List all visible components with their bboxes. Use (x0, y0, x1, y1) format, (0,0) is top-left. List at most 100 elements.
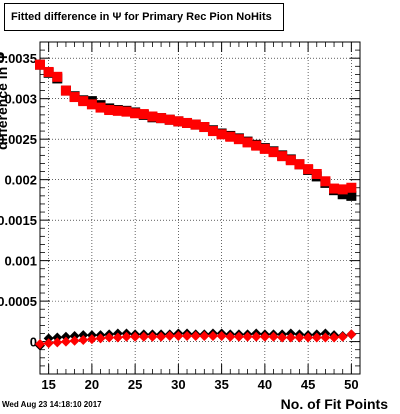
data-point (294, 159, 305, 170)
data-point (156, 331, 167, 342)
y-tick-label: 0.0005 (0, 294, 37, 309)
data-point (86, 99, 97, 110)
x-tick-label: 45 (301, 377, 315, 392)
data-point (242, 137, 253, 148)
x-tick-label: 35 (214, 377, 228, 392)
data-point (329, 332, 340, 343)
plot-frame (39, 41, 361, 375)
data-point (251, 331, 262, 342)
x-tick-label: 25 (128, 377, 142, 392)
data-point (95, 333, 106, 344)
data-point (346, 329, 357, 340)
data-point (182, 330, 193, 341)
data-point (173, 116, 184, 127)
y-tick-label: 0.001 (4, 254, 37, 269)
data-point (104, 105, 115, 116)
data-point (43, 338, 54, 349)
data-point (112, 332, 123, 343)
data-point (60, 336, 71, 347)
data-point (121, 106, 132, 117)
y-tick-label: 0.0025 (0, 132, 37, 147)
data-point (156, 113, 167, 124)
data-point (285, 155, 296, 166)
data-point (138, 109, 149, 120)
data-point (69, 92, 80, 103)
data-point (346, 190, 357, 201)
data-point (277, 332, 288, 343)
data-point (303, 332, 314, 343)
data-point (43, 66, 54, 77)
data-point (277, 151, 288, 162)
data-point (268, 147, 279, 158)
data-point (285, 332, 296, 343)
data-point (182, 117, 193, 128)
data-point (147, 111, 158, 122)
data-point (346, 182, 357, 193)
data-point (259, 143, 270, 154)
data-point (52, 71, 63, 82)
data-point (78, 96, 89, 107)
data-point (130, 108, 141, 119)
data-point (216, 129, 227, 140)
data-point (199, 330, 210, 341)
y-axis-label: difference in Ψ (0, 52, 10, 150)
data-point (147, 331, 158, 342)
data-point (78, 334, 89, 345)
x-tick-label: 50 (344, 377, 358, 392)
data-point (173, 330, 184, 341)
data-point (294, 332, 305, 343)
data-point (121, 331, 132, 342)
data-point (320, 176, 331, 187)
data-point (207, 330, 218, 341)
data-point (320, 332, 331, 343)
data-point (251, 140, 262, 151)
data-point (35, 339, 45, 350)
x-axis-label: No. of Fit Points (280, 396, 388, 412)
data-point (138, 331, 149, 342)
data-point (337, 331, 348, 342)
data-point (60, 85, 71, 96)
y-tick-label: 0.003 (4, 92, 37, 107)
data-point (190, 119, 201, 130)
x-tick-label: 20 (85, 377, 99, 392)
data-point (112, 105, 123, 116)
series-4 (35, 329, 357, 350)
x-tick-label: 15 (41, 377, 55, 392)
data-point (216, 330, 227, 341)
data-point (69, 335, 80, 346)
x-tick-label: 30 (171, 377, 185, 392)
x-tick-label: 40 (258, 377, 272, 392)
data-point (207, 126, 218, 137)
data-point (104, 332, 115, 343)
data-point (190, 330, 201, 341)
chart-title: Fitted difference in Ψ for Primary Rec P… (4, 3, 284, 31)
data-point (233, 134, 244, 145)
timestamp-footer: Wed Aug 23 14:18:10 2017 (2, 400, 102, 409)
data-point (164, 330, 175, 341)
data-point (52, 337, 63, 348)
data-point (242, 331, 253, 342)
data-point (311, 168, 322, 179)
data-point (303, 164, 314, 175)
data-point (130, 331, 141, 342)
data-point (225, 331, 236, 342)
data-point (225, 131, 236, 142)
data-point (233, 331, 244, 342)
data-point (95, 102, 106, 113)
data-point (35, 59, 45, 70)
data-point (259, 331, 270, 342)
data-point (311, 332, 322, 343)
series-2 (35, 59, 357, 195)
data-point (268, 331, 279, 342)
data-point (329, 183, 340, 194)
plot-area (40, 42, 360, 374)
data-point (86, 334, 97, 345)
y-tick-label: 0.0015 (0, 213, 37, 228)
y-tick-label: 0.002 (4, 173, 37, 188)
data-point (337, 184, 348, 195)
data-point (199, 122, 210, 133)
y-tick-label: 0.0035 (0, 51, 37, 66)
data-point (164, 114, 175, 125)
y-tick-label: 0 (30, 335, 37, 350)
